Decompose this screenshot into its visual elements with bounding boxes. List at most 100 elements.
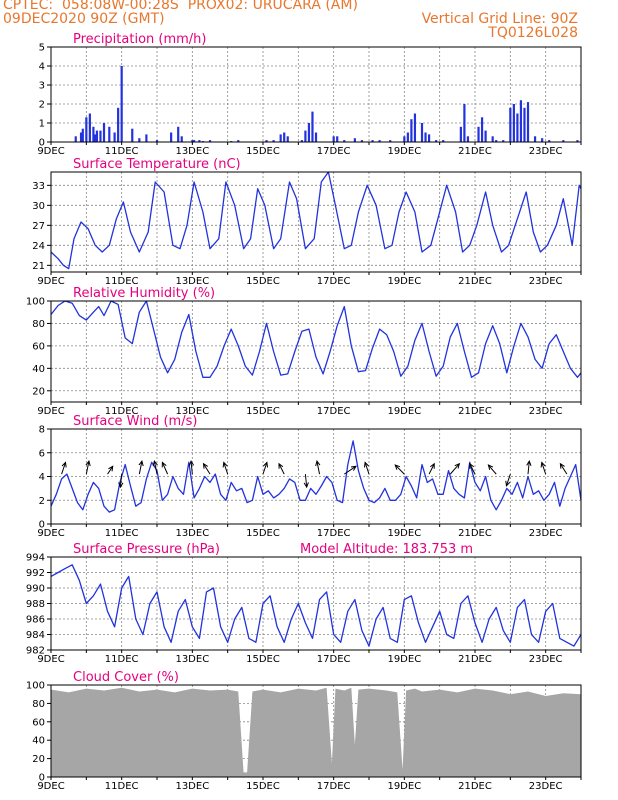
panel-1-bar [533, 136, 537, 142]
panel-4-xtick-label: 23DEC [529, 528, 563, 539]
panel-5-xtick-label: 23DEC [529, 654, 563, 665]
panel-1-bar [74, 136, 77, 142]
panel-4-ytick-label: 2 [39, 496, 45, 507]
panel-1-bar [502, 140, 505, 142]
panel-1-bar [79, 132, 83, 142]
wind-arrow [138, 461, 143, 475]
header-line-3-right: TQ0126L028 [488, 25, 578, 41]
panel-2-xtick-label: 17DEC [317, 276, 351, 287]
wind-arrow-head [505, 480, 511, 487]
wind-arrow [316, 461, 321, 475]
wind-arrow-head [138, 459, 144, 467]
panel-5-ytick-label: 986 [26, 615, 45, 626]
panel-1-title: Precipitation (mm/h) [73, 32, 206, 47]
panel-2-xtick-label: 23DEC [529, 276, 563, 287]
header-line-2-right: Vertical Grid Line: 90Z [421, 11, 578, 27]
panel-1-xtick-label: 9DEC [37, 146, 64, 157]
wind-arrow-head [188, 459, 195, 466]
panel-1-bar [442, 140, 445, 142]
panel-1-bar [424, 132, 427, 142]
panel-1-bar [120, 66, 123, 142]
wind-arrow [190, 461, 193, 475]
panel-1-bar [180, 136, 183, 142]
panel-3-xtick-label: 15DEC [246, 406, 280, 417]
panel-1-bar [576, 140, 579, 142]
panel-1-bar [484, 130, 487, 142]
panel-1-bar [336, 136, 339, 142]
panel-1-bar [237, 140, 240, 142]
panel-1-xtick-label: 13DEC [175, 146, 209, 157]
panel-4-xtick-label: 21DEC [458, 528, 492, 539]
header-line-1: CPTEC: 058:08W-00:28S PROX02: URUCARA (A… [3, 0, 358, 13]
panel-1-bar [113, 132, 116, 142]
panel-5-ytick-label: 990 [26, 584, 45, 595]
panel-1-bar [198, 140, 201, 142]
panel-5-xtick-label: 9DEC [37, 654, 64, 665]
wind-arrow-head [559, 462, 565, 469]
panel-1-bar [353, 138, 356, 142]
panel-1-bar [170, 132, 173, 142]
panel-1-bar [314, 132, 318, 142]
panel-1-bar [304, 130, 307, 142]
wind-arrow [364, 462, 370, 475]
panel-1-bar [155, 140, 159, 142]
panel-1-bar [286, 136, 289, 142]
panel-6-xtick-label: 19DEC [387, 781, 421, 792]
wind-arrow [343, 465, 357, 475]
panel-2-xtick-label: 15DEC [246, 276, 280, 287]
wind-arrow-head [118, 482, 124, 489]
panel-1-bar [477, 126, 480, 142]
header-line-2-left: 09DEC2020 90Z (GMT) [3, 11, 165, 27]
panel-1-bar [193, 140, 196, 142]
panel-1-frame [50, 46, 582, 143]
panel-1-bar [332, 136, 335, 142]
panel-6-xtick-label: 15DEC [246, 781, 280, 792]
wind-arrow-head [487, 464, 494, 470]
wind-arrow-head [540, 461, 546, 468]
panel-1-bar [99, 130, 102, 142]
panel-3-ytick-label: 100 [26, 297, 45, 308]
panel-1-xtick-label: 21DEC [458, 146, 492, 157]
wind-arrow-head [526, 459, 532, 466]
panel-5-xtick-label: 11DEC [105, 654, 139, 665]
panel-3-title: Relative Humidity (%) [73, 286, 215, 301]
panel-3-line [50, 300, 582, 378]
panel-1-bar [191, 140, 194, 142]
panel-6-ytick-label: 100 [26, 681, 45, 692]
panel-6-xtick-label: 13DEC [175, 781, 209, 792]
wind-arrow-head [263, 461, 269, 468]
panel-1-bar [495, 140, 498, 142]
panel-1-bar [360, 140, 364, 142]
panel-1-bar [541, 138, 544, 142]
panel-2-ytick-label: 24 [32, 241, 45, 252]
wind-arrow-head [108, 465, 114, 472]
panel-5-xtick-label: 13DEC [175, 654, 209, 665]
panel-3-xtick-label: 17DEC [317, 406, 351, 417]
panel-2-line [50, 171, 582, 270]
panel-3-xtick-label: 19DEC [387, 406, 421, 417]
panel-2-xtick-label: 11DEC [105, 276, 139, 287]
panel-2-xtick-label: 19DEC [387, 276, 421, 287]
panel-1-bar [562, 140, 565, 142]
wind-arrow-head [152, 459, 158, 467]
panel-2-ytick-label: 27 [32, 221, 45, 232]
panel-1-xtick-label: 23DEC [529, 146, 563, 157]
wind-arrow [449, 463, 460, 475]
wind-arrow-head [303, 482, 309, 489]
panel-1-bar [279, 134, 282, 142]
panel-1-bar [95, 130, 99, 142]
panel-4-xtick-label: 13DEC [175, 528, 209, 539]
panel-4-xtick-label: 11DEC [105, 528, 139, 539]
panel-1-ytick-label: 2 [39, 100, 45, 111]
panel-1-bar [406, 132, 409, 142]
panel-1-ytick-label: 1 [39, 119, 45, 130]
wind-arrow [262, 462, 268, 475]
panel-2-frame [50, 171, 582, 273]
panel-1-bar [403, 136, 406, 142]
panel-5-line [50, 564, 582, 647]
panel-6-xtick-label: 21DEC [458, 781, 492, 792]
wind-arrow [278, 463, 285, 475]
panel-5-xtick-label: 19DEC [387, 654, 421, 665]
panel-6-xtick-label: 11DEC [105, 781, 139, 792]
panel-3-ytick-label: 20 [32, 386, 45, 397]
